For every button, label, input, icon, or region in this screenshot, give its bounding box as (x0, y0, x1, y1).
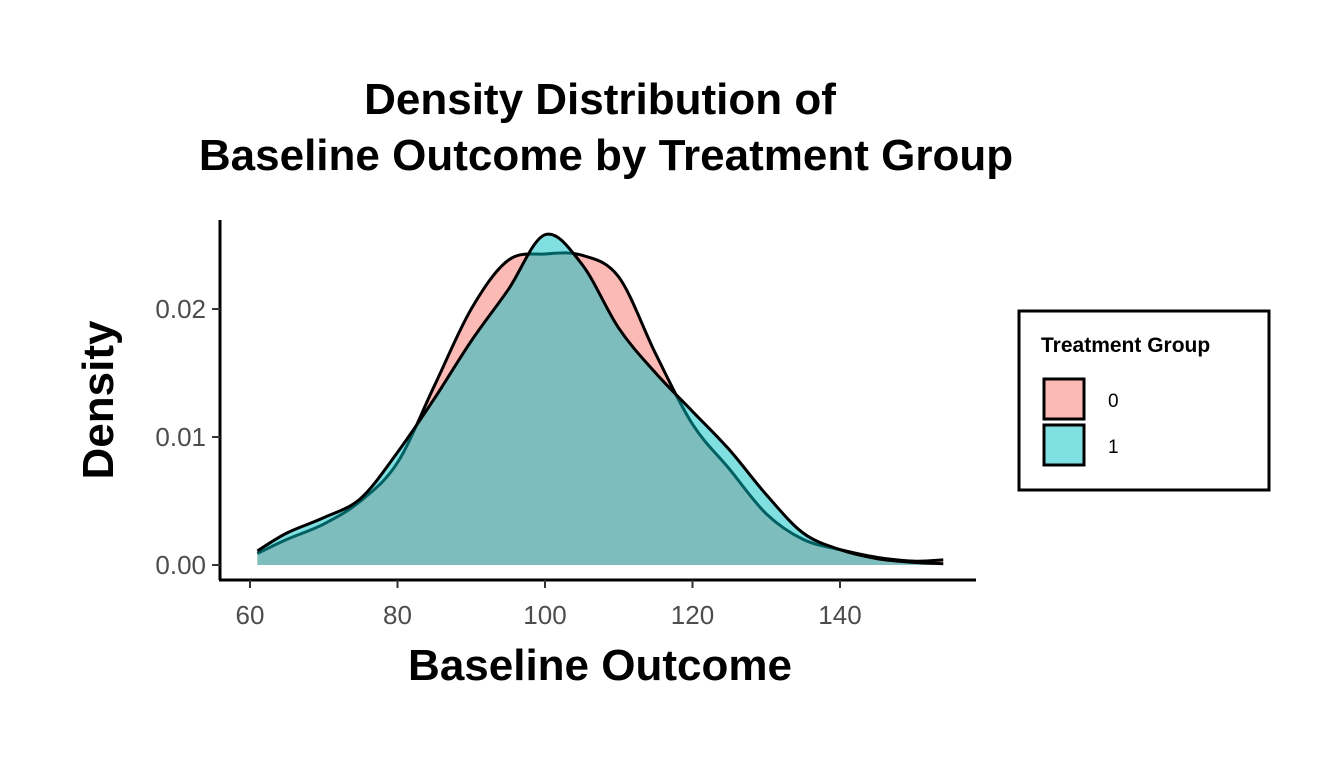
legend-swatch-1 (1042, 423, 1086, 467)
y-tick-label: 0.01 (155, 422, 206, 452)
x-tick-label: 100 (523, 600, 566, 630)
x-tick-label: 80 (383, 600, 412, 630)
density-areas (256, 232, 944, 566)
x-tick-label: 120 (671, 600, 714, 630)
y-axis-ticks: 0.00 0.01 0.02 (155, 294, 220, 580)
chart-title-line-1: Density Distribution of (364, 75, 836, 124)
legend-label-1: 1 (1108, 437, 1119, 458)
y-tick-label: 0.00 (155, 550, 206, 580)
density-line-group-1 (256, 232, 944, 566)
x-axis-ticks: 60 80 100 120 140 (236, 580, 862, 630)
x-axis-title: Baseline Outcome (408, 641, 792, 690)
legend-title: Treatment Group (1041, 334, 1210, 357)
y-tick-label: 0.02 (155, 294, 206, 324)
legend: Treatment Group 0 1 (1017, 309, 1271, 492)
chart-title-line-2: Baseline Outcome by Treatment Group (199, 131, 1013, 180)
legend-swatch-0 (1042, 377, 1086, 421)
density-area-group-1 (257, 234, 944, 565)
x-tick-label: 60 (236, 600, 265, 630)
y-axis-title: Density (74, 320, 123, 479)
legend-label-0: 0 (1108, 391, 1119, 412)
x-tick-label: 140 (818, 600, 861, 630)
